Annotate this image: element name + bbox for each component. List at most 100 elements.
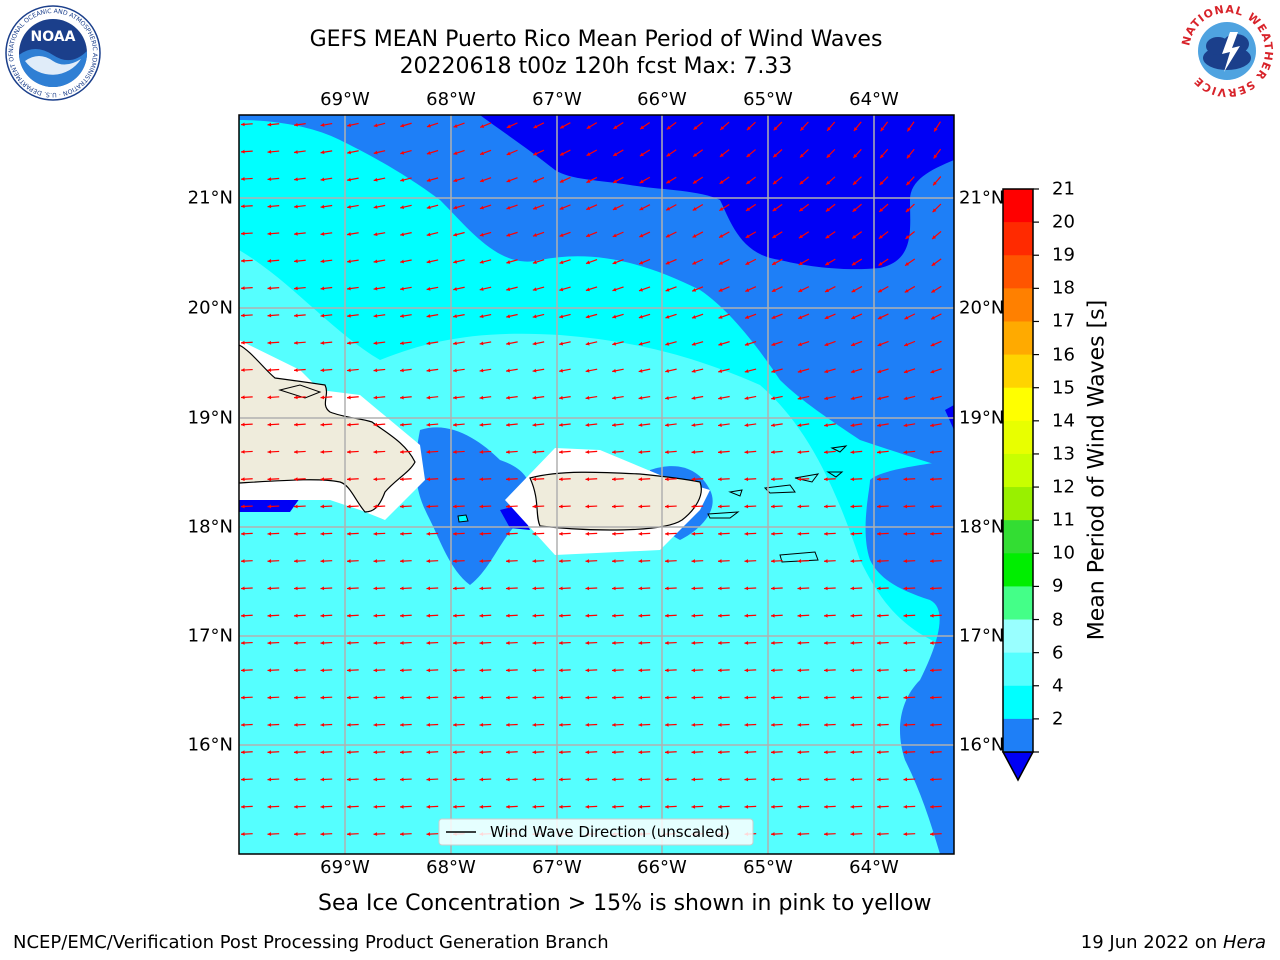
wind-wave-arrowhead: [532, 287, 537, 292]
wind-wave-arrowhead: [744, 586, 749, 591]
wind-wave-arrowhead: [612, 504, 616, 509]
colorbar-segment: [1003, 487, 1033, 521]
wind-wave-arrowhead: [532, 777, 537, 782]
wind-wave-arrowhead: [745, 234, 750, 238]
wind-wave-arrowhead: [479, 668, 484, 673]
wind-wave-arrowhead: [639, 152, 644, 157]
wind-wave-arrowhead: [400, 586, 404, 591]
wind-wave-arrowhead: [612, 287, 617, 292]
wind-wave-arrowhead: [824, 559, 828, 563]
wind-wave-arrowhead: [532, 341, 537, 346]
colorbar-segment: [1003, 354, 1033, 389]
wind-wave-arrowhead: [267, 259, 272, 263]
wind-wave-arrowhead: [903, 423, 908, 428]
wind-wave-arrowhead: [320, 832, 325, 836]
wind-wave-arrowhead: [373, 559, 378, 563]
wind-wave-arrowhead: [850, 477, 855, 482]
wind-wave-arrowhead: [745, 207, 750, 211]
wind-wave-arrowhead: [373, 422, 378, 427]
wind-wave-arrowhead: [426, 286, 431, 291]
wind-wave-arrowhead: [744, 777, 749, 782]
wind-wave-arrowhead: [691, 641, 696, 645]
wind-wave-arrowhead: [931, 289, 936, 293]
wind-wave-arrowhead: [638, 559, 643, 563]
wind-wave-arrowhead: [241, 504, 245, 509]
wind-wave-arrowhead: [744, 531, 749, 536]
wind-wave-arrowhead: [347, 559, 351, 563]
noaa-logo-text: NOAA: [31, 29, 76, 45]
colorbar-tick-label: 10: [1052, 542, 1075, 564]
map-title: GEFS MEAN Puerto Rico Mean Period of Win…: [309, 27, 883, 52]
wind-wave-arrowhead: [400, 205, 405, 210]
wind-wave-arrowhead: [532, 395, 537, 400]
wind-wave-arrowhead: [744, 750, 749, 755]
wind-wave-arrowhead: [826, 180, 831, 185]
wind-wave-arrowhead: [612, 395, 616, 400]
wind-wave-arrowhead: [533, 206, 538, 210]
wind-wave-arrowhead: [665, 233, 670, 238]
wind-wave-arrowhead: [400, 477, 404, 482]
wind-wave-arrowhead: [532, 586, 537, 591]
wind-wave-arrowhead: [903, 504, 908, 509]
wind-wave-arrowhead: [294, 722, 298, 727]
wind-wave-arrowhead: [824, 396, 829, 401]
wind-wave-arrowhead: [877, 750, 881, 755]
wind-wave-arrowhead: [744, 804, 749, 809]
wave-period-below-2-north: [480, 115, 954, 270]
wind-wave-arrowhead: [692, 207, 697, 211]
wind-wave-arrowhead: [903, 586, 908, 591]
lon-label-top-65w: 65°W: [743, 89, 793, 110]
wind-wave-arrowhead: [479, 260, 484, 264]
wind-wave-arrowhead: [267, 722, 272, 727]
colorbar-tick-label: 16: [1052, 344, 1075, 366]
wind-wave-arrowhead: [320, 204, 325, 209]
wind-wave-arrowhead: [241, 832, 245, 836]
wind-wave-arrowhead: [426, 395, 431, 400]
wind-wave-arrowhead: [824, 531, 828, 536]
wind-wave-arrowhead: [930, 504, 934, 509]
wind-wave-arrowhead: [400, 368, 404, 373]
wind-wave-arrowhead: [320, 422, 325, 427]
wind-wave-arrowhead: [320, 123, 325, 127]
wind-wave-arrowhead: [771, 695, 775, 700]
wind-wave-arrowhead: [241, 177, 245, 181]
wind-wave-arrowhead: [613, 179, 618, 183]
wind-wave-arrowhead: [532, 613, 537, 618]
wind-wave-arrowhead: [930, 804, 934, 809]
wind-wave-arrowhead: [691, 668, 696, 673]
wind-wave-arrowhead: [400, 150, 405, 155]
wind-wave-arrowhead: [719, 207, 724, 211]
wind-wave-arrowhead: [665, 260, 670, 265]
wind-wave-arrowhead: [903, 750, 908, 755]
wind-wave-arrowhead: [373, 531, 378, 536]
wind-wave-arrowhead: [772, 261, 777, 265]
wind-wave-arrowhead: [638, 750, 643, 755]
wind-wave-arrowhead: [347, 204, 351, 209]
wind-wave-arrowhead: [905, 262, 910, 266]
wind-wave-arrowhead: [532, 695, 537, 700]
wind-wave-arrowhead: [851, 288, 856, 293]
wind-wave-arrowhead: [745, 315, 750, 319]
wind-wave-arrowhead: [824, 695, 828, 700]
wind-wave-arrowhead: [718, 613, 722, 618]
wind-wave-arrowhead: [826, 153, 831, 158]
wind-wave-arrowhead: [294, 231, 298, 236]
wind-wave-arrowhead: [797, 477, 802, 482]
wind-wave-arrowhead: [479, 450, 484, 454]
wind-wave-arrowhead: [930, 396, 935, 401]
wind-wave-arrowhead: [294, 340, 298, 345]
wind-wave-arrowhead: [294, 422, 298, 427]
wind-wave-arrowhead: [506, 450, 510, 454]
wind-wave-arrowhead: [638, 695, 643, 700]
wind-wave-arrowhead: [930, 342, 935, 347]
run-date: 19 Jun 2022 on Hera: [1081, 932, 1266, 953]
wind-wave-arrowhead: [267, 804, 272, 809]
wind-wave-arrowhead: [347, 341, 351, 345]
colorbar-tick-label: 11: [1052, 509, 1075, 531]
colorbar-segment: [1003, 553, 1033, 587]
wind-wave-arrowhead: [851, 315, 856, 320]
wind-wave-arrowhead: [320, 232, 325, 236]
wind-wave-arrowhead: [453, 232, 458, 237]
wind-wave-arrowhead: [612, 559, 616, 563]
wind-wave-arrowhead: [559, 504, 563, 509]
